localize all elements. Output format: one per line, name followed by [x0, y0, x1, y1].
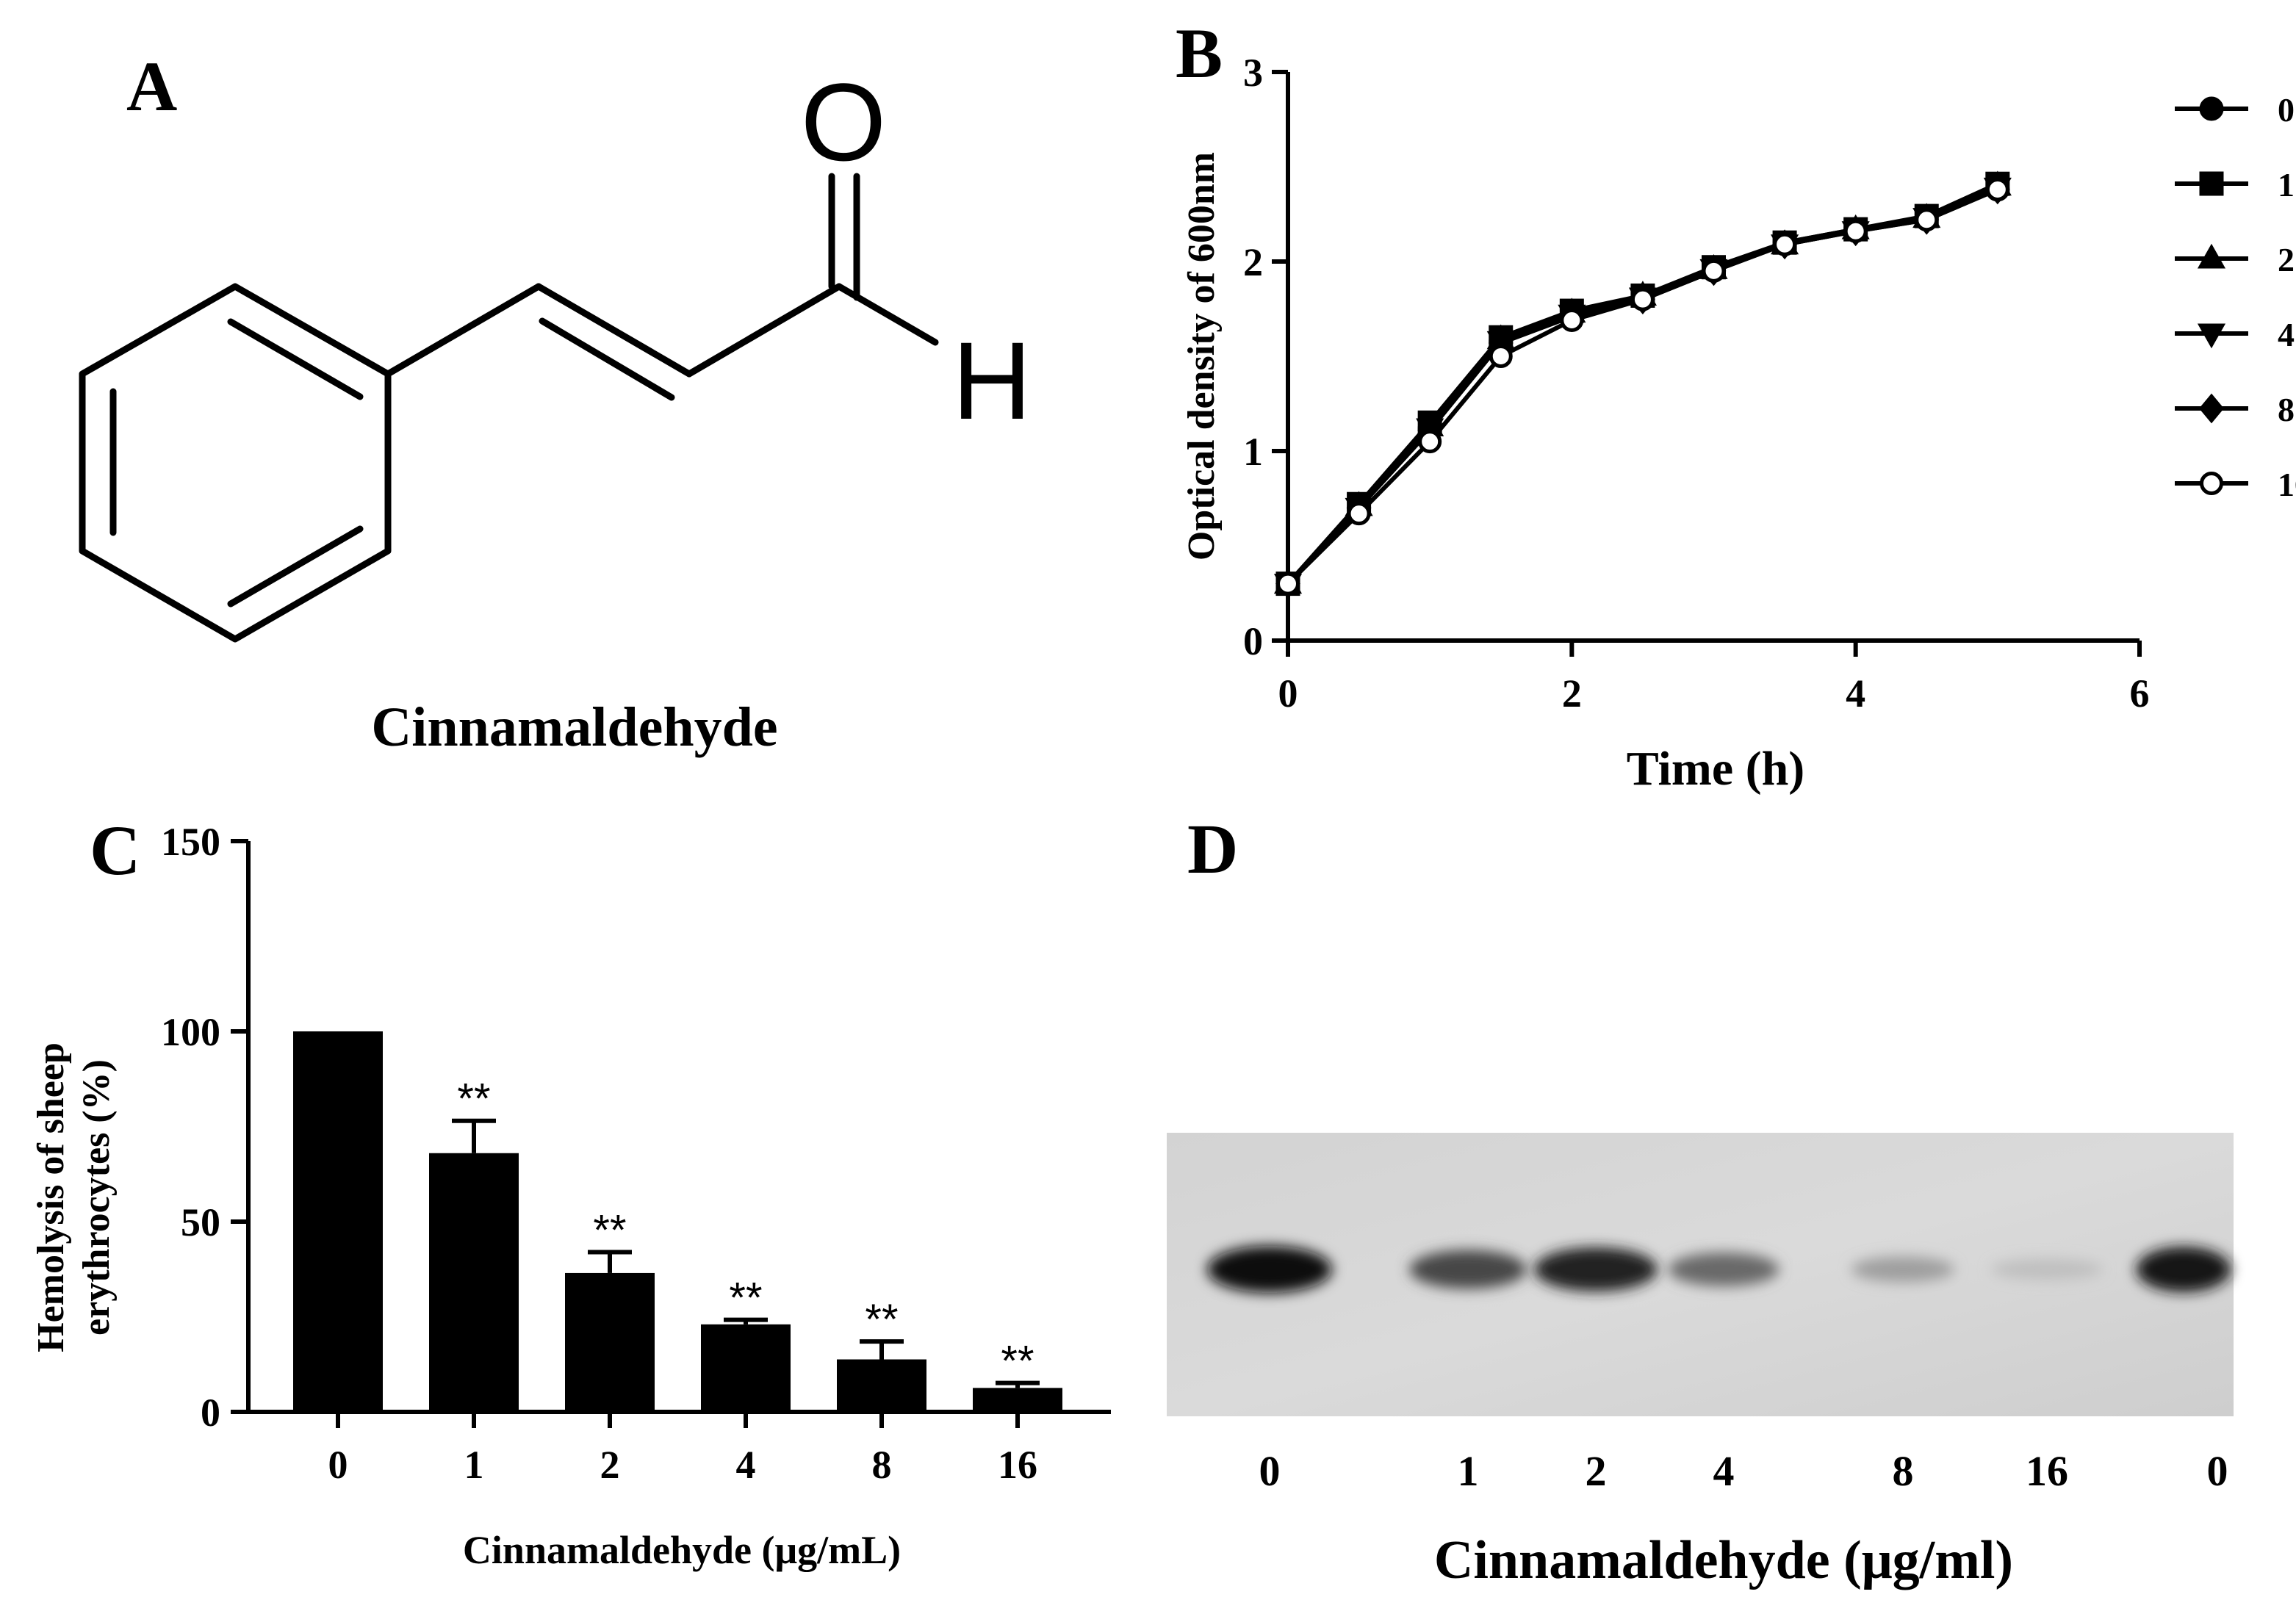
b-data-point	[1630, 287, 1655, 311]
c-bar	[973, 1388, 1062, 1412]
panel-d-xlabel: Cinnamaldehyde (μg/ml)	[1434, 1530, 2013, 1590]
b-y-tick-label: 2	[1243, 240, 1263, 284]
c-x-tick-label: 16	[998, 1443, 1037, 1487]
b-legend-label: 0 μg/mL	[2278, 91, 2296, 129]
c-bar	[837, 1359, 926, 1412]
panel-d-letter: D	[1187, 810, 1238, 888]
b-legend-label: 16 μg/mL	[2278, 466, 2296, 503]
atom-hydrogen: H	[952, 319, 1032, 442]
b-legend-marker	[2199, 96, 2224, 121]
c-x-tick-label: 1	[464, 1443, 484, 1487]
blot-band	[1409, 1250, 1527, 1289]
blot-band	[1668, 1252, 1779, 1286]
c-significance-label: **	[729, 1275, 762, 1322]
b-series-line	[1286, 184, 1999, 585]
c-x-tick-label: 2	[600, 1443, 620, 1487]
blot-lane-label: 8	[1893, 1447, 1914, 1495]
b-y-tick-label: 3	[1243, 51, 1263, 95]
panel-b-ylabel: Optical density of 600nm	[1181, 152, 1223, 561]
b-data-point	[1418, 430, 1442, 454]
c-x-tick-label: 4	[736, 1443, 756, 1487]
b-data-point	[1489, 345, 1513, 368]
b-x-tick-label: 2	[1562, 671, 1582, 716]
panel-c-axes: 0 50 100 150	[161, 820, 1111, 1435]
b-legend-marker	[2199, 171, 2224, 196]
blot-lane-labels: 0 1 2 4 8 16 0	[1259, 1447, 2228, 1495]
b-data-point	[1843, 219, 1868, 243]
blot-band	[1207, 1246, 1332, 1293]
panel-a: A O H Cinnamaldehyde	[79, 47, 1032, 758]
b-x-tick-label: 6	[2130, 671, 2150, 716]
c-bar	[565, 1272, 655, 1412]
b-legend-label: 8 μg/mL	[2278, 391, 2296, 428]
b-series-line	[1286, 185, 1999, 585]
blot-lane-label: 4	[1713, 1447, 1735, 1495]
b-legend-label: 4 μg/mL	[2278, 316, 2296, 353]
c-y-tick-label: 100	[161, 1010, 220, 1054]
b-data-point	[1773, 232, 1797, 256]
panel-c-xlabel: Cinnamaldehyde (μg/mL)	[463, 1528, 901, 1572]
b-data-point	[1347, 502, 1371, 526]
blot-lane-label: 2	[1586, 1447, 1607, 1495]
c-bar	[429, 1153, 519, 1412]
b-series-line	[1286, 187, 1999, 585]
c-significance-label: **	[865, 1296, 898, 1344]
panel-b-growth-chart: B 0 1 2 3 0 2 4 6 0 μg/mL 1 μg/mL 2 μg/mL 4 μg/mL 8…	[1176, 14, 2296, 796]
b-data-point	[1915, 208, 1939, 232]
panel-b-series	[1273, 170, 2012, 599]
benzene-ring	[79, 283, 392, 643]
blot-band	[2136, 1247, 2231, 1292]
atom-oxygen: O	[801, 60, 887, 184]
b-data-point	[1560, 308, 1584, 332]
cinnamaldehyde-structure-icon	[79, 173, 939, 643]
compound-name: Cinnamaldehyde	[371, 696, 777, 758]
b-y-tick-label: 1	[1243, 430, 1263, 474]
panel-c-ylabel-line1: Hemolysis of sheep	[30, 1042, 72, 1352]
b-series-line	[1286, 187, 1998, 585]
blot-lane-label: 0	[1259, 1447, 1281, 1495]
c-x-tick-label: 0	[328, 1443, 348, 1487]
b-legend-marker	[2197, 243, 2226, 269]
b-x-tick-label: 4	[1846, 671, 1865, 716]
panel-c-letter: C	[90, 811, 140, 890]
panel-c-bars: 0 1 ** 2 ** 4 ** 8 ** 16 **	[293, 1031, 1062, 1487]
c-y-tick-label: 50	[181, 1200, 220, 1244]
c-significance-label: **	[1001, 1338, 1034, 1385]
c-bar	[293, 1031, 383, 1412]
panel-a-letter: A	[126, 47, 177, 126]
blot-band	[1990, 1258, 2104, 1280]
b-data-point	[1276, 572, 1300, 596]
blot-lane-label: 0	[2207, 1447, 2228, 1495]
panel-b-letter: B	[1176, 14, 1223, 93]
b-data-point	[1985, 177, 2009, 201]
b-legend-marker	[2200, 472, 2223, 495]
panel-c-hemolysis-chart: C 0 50 100 150 0 1 ** 2 ** 4 ** 8 ** 16 ** Cinnamalde…	[30, 811, 1111, 1572]
b-legend-label: 2 μg/mL	[2278, 241, 2296, 278]
b-legend-marker	[2197, 323, 2226, 349]
b-legend-marker	[2199, 393, 2224, 424]
panel-c-ylabel-line2: erythrocytes (%)	[76, 1059, 118, 1336]
blot-bands	[1207, 1246, 2231, 1293]
panel-b-axes: 0 1 2 3 0 2 4 6	[1243, 51, 2150, 716]
blot-lane-label: 16	[2026, 1447, 2068, 1495]
b-data-point	[1702, 259, 1726, 283]
c-y-tick-label: 150	[161, 820, 220, 864]
c-bar	[701, 1324, 791, 1412]
panel-b-xlabel: Time (h)	[1627, 742, 1805, 796]
panel-d-western-blot: D 0 1 2 4 8 16 0 Cinnamaldehyde (μg/ml)	[1167, 810, 2234, 1590]
panel-b-legend: 0 μg/mL 1 μg/mL 2 μg/mL 4 μg/mL 8 μg/mL 16 μg…	[2175, 91, 2296, 503]
blot-band	[1534, 1247, 1658, 1291]
c-y-tick-label: 0	[201, 1391, 220, 1435]
c-x-tick-label: 8	[872, 1443, 892, 1487]
b-series-line	[1286, 181, 1999, 585]
blot-lane-label: 1	[1458, 1447, 1479, 1495]
b-x-tick-label: 0	[1278, 671, 1298, 716]
c-significance-label: **	[457, 1075, 490, 1123]
b-series-line	[1286, 187, 1999, 585]
b-y-tick-label: 0	[1243, 619, 1263, 663]
b-legend-label: 1 μg/mL	[2278, 166, 2296, 203]
blot-band	[1851, 1256, 1955, 1283]
c-significance-label: **	[593, 1206, 626, 1254]
